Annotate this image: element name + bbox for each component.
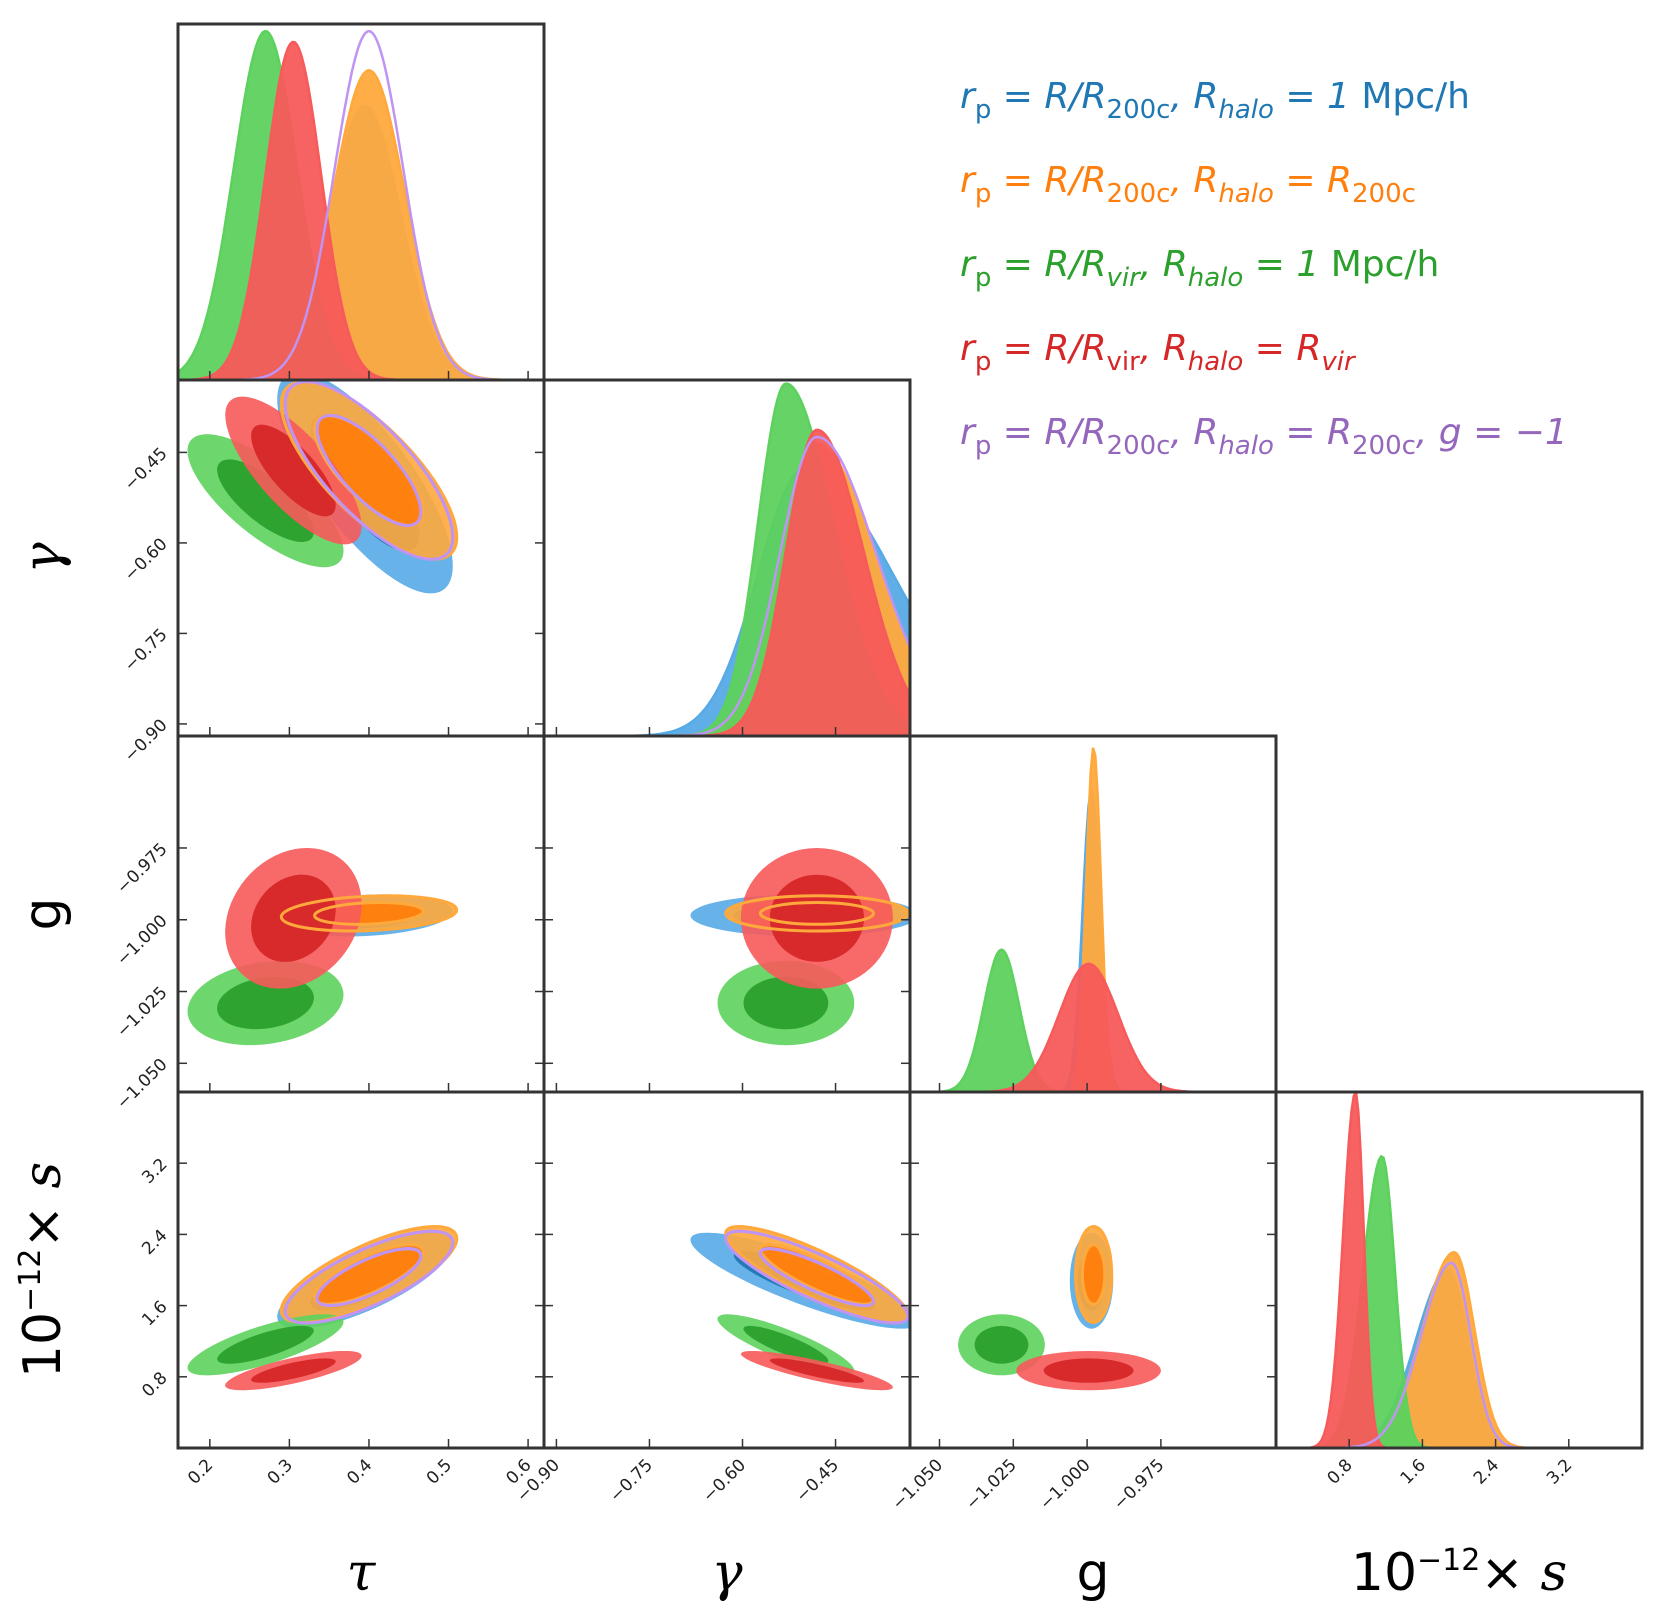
xlabel-tau: τ (347, 1543, 377, 1603)
contour-line-s-gamma-purple-0 (724, 1229, 910, 1325)
xtick-label-tau-2: 0.4 (343, 1455, 376, 1488)
contour-line-s-g-orange-1 (1080, 1243, 1107, 1306)
contour-line-s-tau-purple-1 (315, 1247, 423, 1307)
xtick-label-s-2: 2.4 (1470, 1455, 1503, 1488)
marginal-g-orange (910, 747, 1276, 1092)
contour-s-gamma-green-inner (743, 1325, 829, 1364)
xtick-label-g-3: −0.975 (1110, 1455, 1169, 1514)
ytick-label-s-0: 0.8 (138, 1368, 171, 1401)
marginal-gamma-red (544, 429, 910, 736)
xtick-label-s-0: 0.8 (1323, 1455, 1356, 1488)
panel-g-tau (176, 734, 546, 1094)
panels (176, 22, 1644, 1450)
panel-g-gamma (542, 734, 912, 1094)
marginal-s-orange (1276, 1252, 1642, 1448)
panel-s-tau (176, 1090, 546, 1450)
contour-line-s-gamma-purple-1 (758, 1247, 875, 1308)
contour-s-tau-orange-inner (314, 1244, 424, 1305)
contour-gamma-tau-red-inner (251, 424, 336, 517)
xtick-label-g-2: −1.000 (1036, 1455, 1095, 1514)
contour-s-tau-red-inner (251, 1358, 336, 1383)
contour-s-g-green-inner (974, 1325, 1029, 1364)
legend-entry-1: rp = R/R200c, Rhalo = R200c (960, 160, 1416, 209)
contour-s-gamma-red-inner (769, 1358, 865, 1383)
xtick-label-tau-1: 0.3 (264, 1455, 297, 1488)
panel-s-gamma (542, 1090, 912, 1450)
ytick-label-g-2: −1.000 (113, 911, 172, 970)
xtick-label-gamma-3: −0.45 (792, 1455, 843, 1506)
contour-line-g-tau-orange-1 (313, 900, 425, 926)
xlabel-s: 10−12× s (1351, 1543, 1567, 1603)
contour-s-gamma-orange-inner (760, 1244, 874, 1305)
xtick-label-gamma-2: −0.60 (699, 1455, 750, 1506)
marginal-s-red (1276, 1092, 1642, 1448)
ytick-label-s-2: 2.4 (138, 1226, 171, 1259)
ytick-label-gamma-1: −0.75 (121, 625, 172, 676)
contour-s-g-red-inner (1043, 1358, 1134, 1383)
marginal-line-tau-red (178, 40, 544, 380)
contour-line-s-g-orange-0 (1073, 1225, 1114, 1324)
marginal-tau-orange (178, 70, 544, 380)
marginal-line-g-orange (910, 747, 1276, 1092)
ytick-label-s-3: 3.2 (138, 1155, 171, 1188)
marginal-line-s-red (1276, 1092, 1642, 1448)
contour-gamma-tau-green-inner (217, 459, 314, 542)
ylabel-s: 10−12× s (13, 1162, 73, 1378)
panel-s-g (908, 1090, 1278, 1450)
marginal-tau-red (178, 42, 544, 380)
legend-entry-2: rp = R/Rvir, Rhalo = 1 Mpc/h (960, 244, 1439, 293)
contour-line-gamma-tau-purple-0 (283, 380, 455, 561)
ytick-label-gamma-0: −0.90 (121, 715, 172, 766)
xlabel-g: g (1076, 1543, 1109, 1603)
panel-g-g (908, 734, 1278, 1094)
panel-gamma-tau (176, 378, 546, 738)
xtick-label-gamma-1: −0.75 (606, 1455, 657, 1506)
contour-g-tau-green-inner (217, 976, 314, 1030)
contour-s-g-orange-inner (1082, 1244, 1105, 1305)
contour-s-tau-green-inner (217, 1325, 314, 1364)
ytick-label-s-1: 1.6 (138, 1297, 171, 1330)
legend-entry-3: rp = R/Rvir, Rhalo = Rvir (960, 328, 1357, 377)
ylabel-g: g (13, 897, 73, 930)
xtick-label-g-0: −1.050 (888, 1455, 947, 1514)
ytick-label-gamma-3: −0.45 (121, 444, 172, 495)
panel-s-s (1274, 1090, 1644, 1450)
ylabel-gamma: γ (13, 542, 73, 574)
axis-labels: τ γ g 10−12× s γ g 10−12× s (13, 542, 1567, 1603)
xtick-label-s-3: 3.2 (1543, 1455, 1576, 1488)
contour-line-s-tau-purple-0 (283, 1229, 455, 1325)
contour-g-gamma-red-inner (769, 874, 865, 962)
contour-line-g-gamma-orange-1 (758, 901, 876, 926)
panel-tau-tau (176, 22, 546, 382)
xlabel-gamma: γ (711, 1543, 743, 1603)
ytick-label-gamma-2: −0.60 (121, 534, 172, 585)
xtick-label-tau-0: 0.2 (184, 1455, 217, 1488)
marginal-line-g-green (910, 948, 1276, 1092)
marginal-g-green (910, 949, 1276, 1092)
frame-3-3 (1274, 1090, 1644, 1450)
contour-line-g-gamma-orange-0 (724, 894, 910, 933)
xtick-label-s-1: 1.6 (1397, 1455, 1430, 1488)
marginal-line-gamma-red (544, 428, 910, 736)
legend-entry-0: rp = R/R200c, Rhalo = 1 Mpc/h (960, 76, 1470, 125)
contour-g-gamma-green-inner (743, 976, 829, 1030)
legend-entry-4: rp = R/R200c, Rhalo = R200c, g = −1 (960, 412, 1568, 461)
marginal-line-gamma-purple (544, 435, 910, 736)
xtick-label-tau-3: 0.5 (423, 1455, 456, 1488)
ytick-label-g-0: −1.050 (113, 1055, 172, 1114)
contour-line-gamma-tau-purple-1 (315, 413, 423, 528)
contour-gamma-tau-orange-inner (314, 415, 424, 526)
panel-gamma-gamma (542, 378, 912, 738)
legend: rp = R/R200c, Rhalo = 1 Mpc/h rp = R/R200… (960, 76, 1568, 461)
marginal-g-red (910, 963, 1276, 1092)
xtick-label-g-1: −1.025 (962, 1455, 1021, 1514)
contour-g-tau-red-inner (251, 874, 336, 962)
ytick-label-g-1: −1.025 (113, 983, 172, 1042)
contour-line-g-tau-orange-0 (279, 894, 459, 933)
ytick-label-g-3: −0.975 (113, 839, 172, 898)
